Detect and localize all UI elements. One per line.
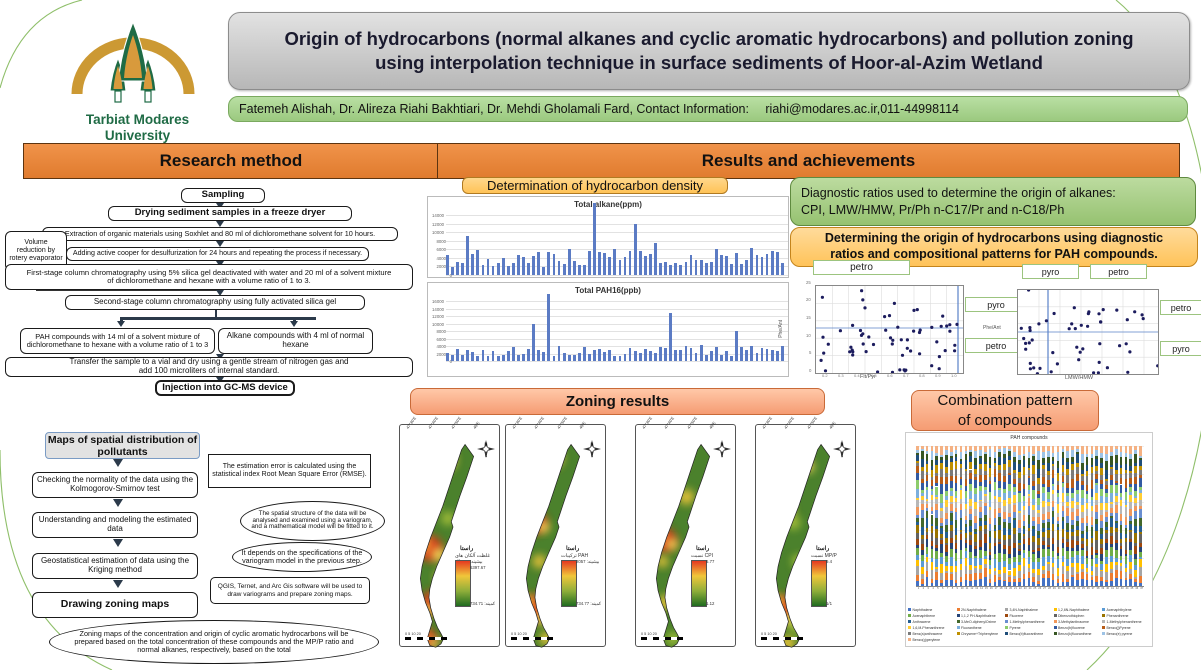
svg-text:S: S [485, 454, 488, 458]
svg-text:S: S [591, 454, 594, 458]
svg-text:N: N [485, 441, 488, 446]
svg-text:N: N [841, 441, 844, 446]
svg-text:S: S [721, 454, 724, 458]
svg-text:S: S [841, 454, 844, 458]
svg-text:N: N [591, 441, 594, 446]
svg-text:N: N [721, 441, 724, 446]
